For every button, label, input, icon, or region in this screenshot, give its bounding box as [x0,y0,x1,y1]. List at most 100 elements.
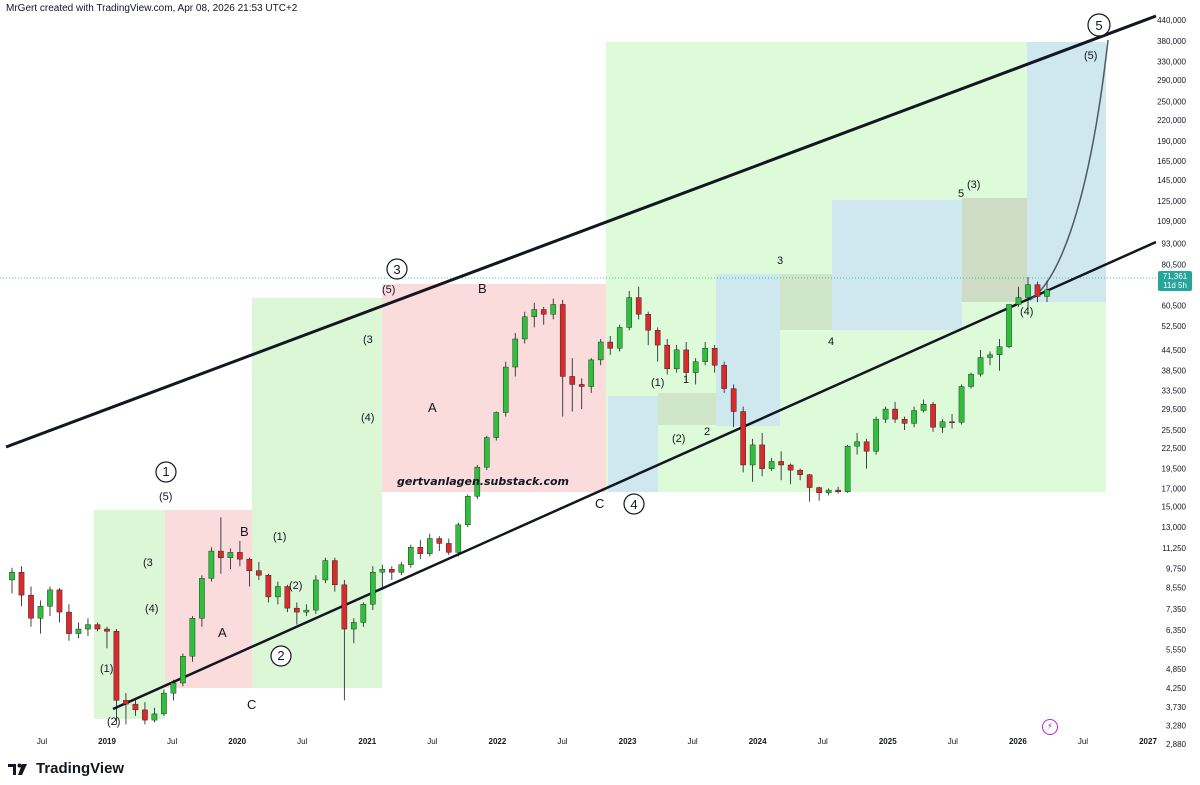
wave-circle-5 [1087,13,1111,37]
label-i3d: 3 [777,255,783,267]
candle-down [578,384,585,387]
candle-up [692,361,699,373]
candle-down [892,408,898,420]
zone-blue-4 [1027,42,1106,302]
candles-group [9,277,1050,725]
candle-down [332,560,338,586]
wave-circle-4 [623,493,645,515]
candle-down [559,304,566,377]
wave-label-c4: 4 [630,497,637,512]
zone-blue-2 [716,274,780,426]
y-tick-label: 4,850 [1166,665,1187,674]
header-text: MrGert created with TradingView.com, Apr… [6,3,298,14]
y-tick-label: 6,350 [1166,626,1187,635]
candle-up [1006,304,1012,347]
tradingview-logo-icon [8,763,27,775]
candle-down [787,464,794,471]
candle-down [94,624,101,630]
candle-up [939,421,946,428]
wave-circle-3 [386,258,408,280]
channel-lower [112,240,1157,711]
label-w2c: (2) [672,433,685,445]
y-tick-label: 4,250 [1166,684,1187,693]
y-tick-label: 25,500 [1162,426,1187,435]
candle-up [151,713,158,721]
label-i2c: 2 [704,426,710,438]
label-w5a: (5) [159,491,172,503]
label-Ba: B [240,524,249,539]
candle-up [844,445,851,493]
x-tick-label: Jul [687,737,697,746]
wave-circle-2 [270,645,292,667]
candle-up [968,373,974,387]
label-w4b: (4) [361,412,374,424]
x-tick-label: Jul [818,737,828,746]
lightning-icon[interactable]: ⚡ [1042,719,1058,735]
candle-down [816,487,822,493]
label-w5b: (5) [382,284,395,296]
wave-labels: 1 2 3 4 5 (5) (1) (2) (3 (4) B A C (1) (… [100,13,1111,728]
label-i4d: 4 [828,336,834,348]
candle-up [455,524,462,553]
candle-down [806,474,813,488]
x-tick-label: Jul [167,737,177,746]
candle-up [483,437,490,468]
y-tick-label: 220,000 [1157,116,1186,125]
candle-down [445,543,452,553]
candle-up [9,571,15,581]
label-w1b: (1) [273,531,286,543]
candle-up [161,692,167,715]
wave-label-c5: 5 [1095,18,1102,33]
candle-up [588,359,595,387]
x-tick-label: 2021 [358,737,376,746]
label-w3b: (3 [363,334,373,346]
tradingview-logo[interactable]: TradingView [8,760,124,777]
zone-blue-3 [832,200,962,330]
candle-down [18,571,25,596]
y-tick-label: 165,000 [1157,157,1186,166]
watermark-text: gertvanlagen.substack.com [397,475,569,488]
candle-up [180,655,186,684]
candle-up [189,618,196,657]
y-tick-label: 440,000 [1157,16,1186,25]
y-tick-label: 125,000 [1157,197,1186,206]
candle-down [721,365,727,389]
wave-circle-1 [155,461,177,483]
zones [94,42,1106,719]
zone-grey-3 [962,198,1027,302]
channel-upper [5,14,1157,449]
wave-label-c2: 2 [277,648,284,663]
candle-up [550,304,557,315]
x-tick-label: 2027 [1139,737,1157,746]
candle-down [246,558,253,571]
projection-curve [1029,39,1109,301]
label-Cb: C [595,496,604,511]
candle-down [683,349,689,373]
y-tick-label: 3,280 [1166,721,1187,730]
y-tick-label: 290,000 [1157,76,1186,85]
x-tick-label: 2023 [619,737,637,746]
candle-down [113,631,120,701]
candle-up [379,568,386,573]
y-tick-label: 109,000 [1157,217,1186,226]
candle-up [408,546,414,565]
candle-up [911,410,917,424]
candle-up [1015,297,1022,305]
candle-down [863,441,870,452]
wave-label-c1: 1 [162,464,169,479]
candle-down [256,570,262,576]
label-i5d: 5 [958,188,964,200]
candle-up [464,496,471,526]
label-w2a: (2) [107,716,120,728]
y-tick-label: 145,000 [1157,176,1186,185]
candle-up [313,579,319,611]
y-tick-label: 33,500 [1162,387,1187,396]
candle-up [303,609,310,613]
candle-up [597,341,604,361]
candle-down [66,611,72,634]
zone-blue-1 [608,396,658,492]
y-tick-label: 7,350 [1166,605,1187,614]
candle-up [474,466,481,497]
candle-down [730,388,737,412]
